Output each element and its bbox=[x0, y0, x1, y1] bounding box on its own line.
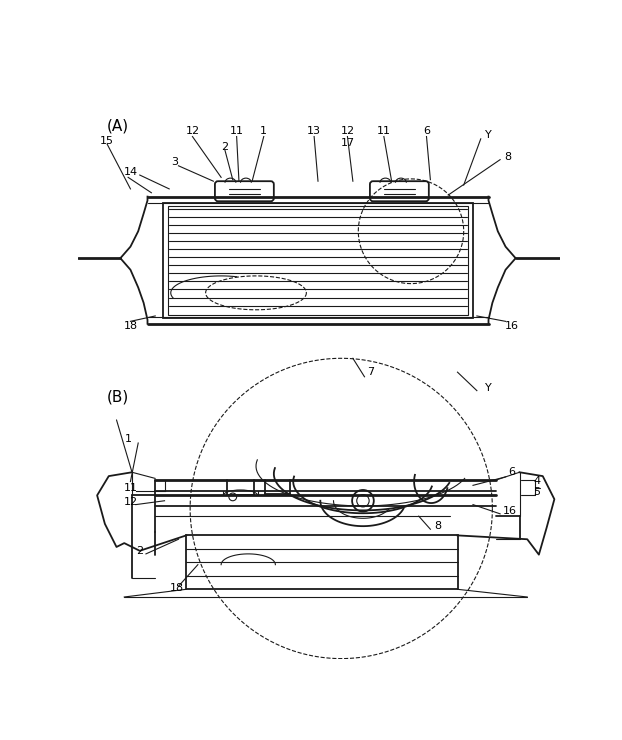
Bar bbox=[168, 206, 468, 315]
Text: 11: 11 bbox=[377, 126, 391, 136]
Text: 12: 12 bbox=[123, 497, 137, 506]
Text: 7: 7 bbox=[367, 367, 374, 377]
Text: 2: 2 bbox=[136, 546, 143, 556]
Text: 1: 1 bbox=[124, 434, 132, 444]
Text: 14: 14 bbox=[123, 167, 137, 177]
Text: 8: 8 bbox=[435, 521, 442, 531]
Text: (B): (B) bbox=[107, 389, 129, 404]
Text: Y: Y bbox=[485, 383, 492, 392]
Text: Y: Y bbox=[485, 130, 492, 140]
Bar bbox=[163, 203, 473, 318]
Text: 3: 3 bbox=[171, 157, 178, 167]
Text: 13: 13 bbox=[307, 126, 321, 136]
Text: 18: 18 bbox=[170, 583, 184, 593]
Text: 16: 16 bbox=[503, 505, 518, 516]
Text: 5: 5 bbox=[533, 487, 540, 497]
Text: 16: 16 bbox=[504, 321, 519, 331]
Text: 18: 18 bbox=[123, 321, 137, 331]
Text: 11: 11 bbox=[230, 126, 244, 136]
Text: 12: 12 bbox=[185, 126, 200, 136]
Text: 4: 4 bbox=[533, 477, 540, 486]
Text: 17: 17 bbox=[340, 138, 355, 148]
Text: 12: 12 bbox=[340, 126, 355, 136]
Text: 6: 6 bbox=[423, 126, 430, 136]
Text: 6: 6 bbox=[508, 467, 515, 477]
Text: (A): (A) bbox=[107, 118, 129, 133]
Text: 11: 11 bbox=[123, 482, 137, 493]
Text: 2: 2 bbox=[221, 141, 228, 152]
Text: 15: 15 bbox=[100, 136, 114, 147]
Text: 8: 8 bbox=[504, 152, 511, 161]
Text: 1: 1 bbox=[260, 126, 267, 136]
Bar bbox=[186, 536, 458, 589]
